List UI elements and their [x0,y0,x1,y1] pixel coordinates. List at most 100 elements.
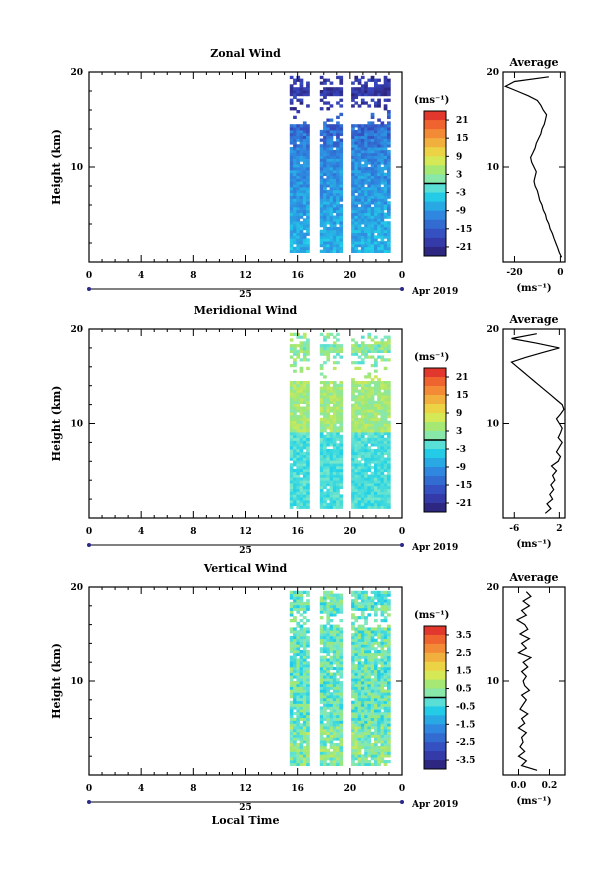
colorbar-swatch [424,467,446,477]
heatmap-cell [387,201,391,205]
heatmap-cell [387,341,391,345]
heatmap-cell [370,661,375,665]
heatmap-cell [354,349,359,353]
heatmap-cell [306,158,310,162]
heatmap-cell [339,681,344,685]
heatmap-cell [329,178,334,182]
heatmap-cell [383,420,388,424]
heatmap-cell [296,505,301,509]
heatmap-cell [354,743,359,747]
heatmap-cell [374,655,378,659]
heatmap-cell [299,127,304,131]
heatmap-cell [296,98,301,102]
heatmap-cell [360,124,365,128]
heatmap-cell [377,491,381,495]
heatmap-cell [329,457,334,461]
heatmap-cell [387,206,391,211]
heatmap-cell [339,198,344,202]
heatmap-cell [299,92,304,97]
heatmap-cell [299,423,304,427]
heatmap-cell [374,386,378,390]
heatmap-cell [339,635,344,640]
heatmap-cell [360,98,365,102]
heatmap-cell [370,224,375,228]
heatmap-cell [336,666,340,671]
heatmap-cell [351,147,355,151]
heatmap-cell [329,443,334,447]
heatmap-cell [351,132,355,137]
heatmap-cell [354,135,359,139]
heatmap-cell [319,658,324,662]
heatmap-cell [319,332,324,336]
heatmap-cell [387,497,391,501]
heatmap-cell [323,760,327,764]
heatmap-cell [329,192,334,196]
heatmap-cell [293,90,297,94]
heatmap-cell [387,175,391,179]
heatmap-cell [364,406,368,410]
heatmap-cell [319,446,324,450]
heatmap-cell [299,132,304,137]
heatmap-cell [383,349,388,353]
heatmap-cell [370,471,375,475]
heatmap-cell [336,406,340,410]
heatmap-cell [364,246,368,251]
heatmap-cell [364,415,368,419]
heatmap-cell [293,630,297,634]
heatmap-cell [351,460,355,464]
heatmap-cell [351,403,355,407]
heatmap-cell [351,474,355,478]
colorbar-swatch [424,440,446,450]
heatmap-cell [354,417,359,421]
heatmap-cell [293,192,297,196]
heatmap-cell [354,650,359,654]
heatmap-cell [354,395,359,399]
heatmap-cell [364,152,368,156]
heatmap-cell [380,400,385,404]
heatmap-cell [319,596,324,600]
heatmap-cell [293,81,297,85]
heatmap-cell [339,112,344,117]
heatmap-cell [306,463,310,467]
heatmap-cell [299,468,304,473]
heatmap-cell [299,762,304,766]
heatmap-cell [383,335,388,339]
heatmap-cell [306,757,310,761]
heatmap-cell [323,666,327,671]
heatmap-cell [377,195,381,199]
heatmap-cell [377,449,381,453]
heatmap-cell [306,599,310,603]
heatmap-cell [306,398,310,402]
heatmap-cell [339,218,344,222]
heatmap-cell [293,754,297,758]
colorbar-swatch [424,377,446,387]
heatmap-cell [383,184,388,188]
heatmap-cell [351,703,355,707]
heatmap-cell [360,235,365,239]
heatmap-cell [374,235,378,239]
heatmap-cell [374,78,378,82]
heatmap-cell [339,224,344,228]
heatmap-cell [319,627,324,631]
date-axis-start-marker [87,543,91,547]
heatmap-cell [364,483,368,487]
heatmap-cell [360,745,365,750]
x-tick-label: 12 [239,527,252,537]
heatmap-cell [293,483,297,487]
heatmap-cell [351,500,355,504]
heatmap-cell [336,238,340,242]
heatmap-cell [339,599,344,603]
heatmap-cell [332,762,337,766]
heatmap-cell [364,723,368,727]
heatmap-cell [319,491,324,495]
heatmap-cell [329,480,334,484]
heatmap-cell [357,409,362,413]
heatmap-cell [306,432,310,436]
heatmap-cell [360,204,365,208]
heatmap-cell [387,706,391,710]
heatmap-cell [302,740,307,744]
heatmap-cell [374,101,378,105]
heatmap-cell [296,728,301,733]
heatmap-cell [383,505,388,509]
heatmap-cell [364,238,368,242]
